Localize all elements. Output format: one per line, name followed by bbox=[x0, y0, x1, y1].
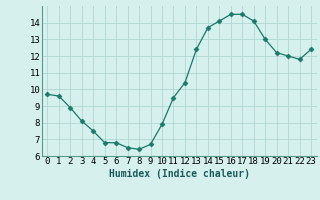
X-axis label: Humidex (Indice chaleur): Humidex (Indice chaleur) bbox=[109, 169, 250, 179]
